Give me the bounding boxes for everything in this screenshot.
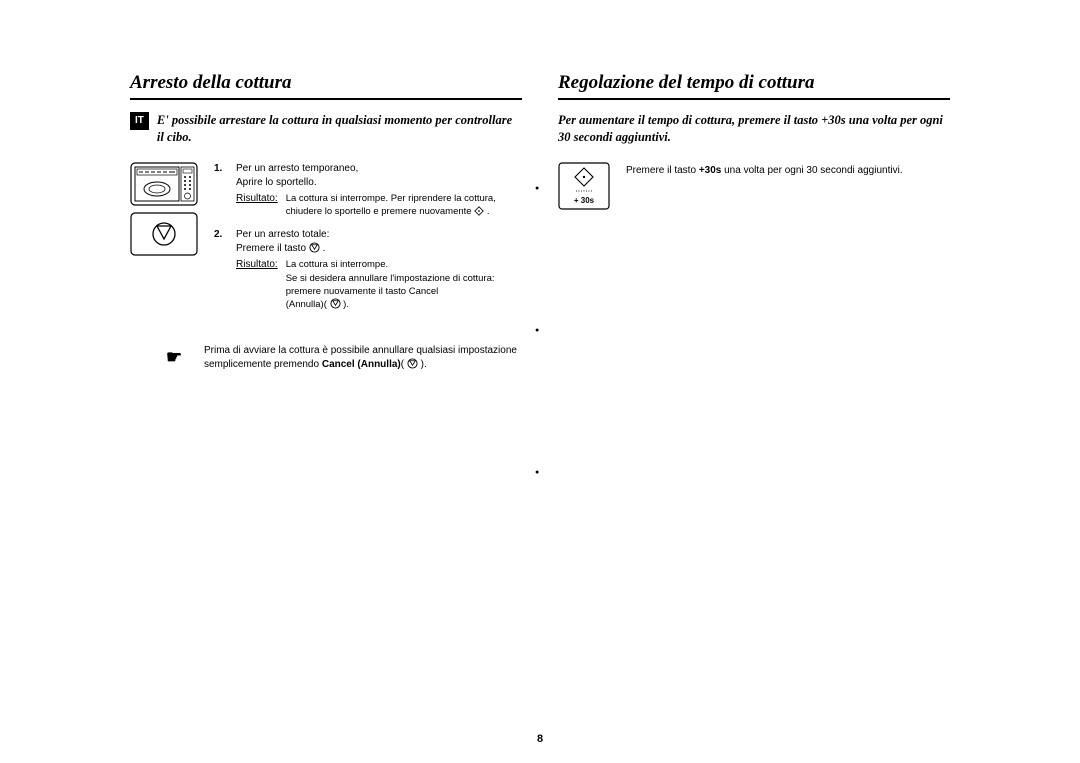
result-label: Risultato:: [236, 192, 278, 219]
divider-dot: ●: [535, 327, 539, 334]
step-2: 2. Per un arresto totale: Premere il tas…: [214, 228, 522, 311]
left-intro-row: IT E' possibile arrestare la cottura in …: [130, 112, 522, 146]
left-intro: E' possibile arrestare la cottura in qua…: [157, 112, 522, 146]
stop-circle-icon: [309, 243, 320, 254]
left-note: ☛ Prima di avviare la cottura è possibil…: [130, 344, 522, 373]
left-content: 1. Per un arresto temporaneo, Aprire lo …: [130, 162, 522, 322]
plus30s-button-icon: • • • • • • • + 30s: [558, 162, 610, 215]
step1-line1: Per un arresto temporaneo,: [236, 162, 522, 176]
two-column-layout: Arresto della cottura IT E' possibile ar…: [130, 72, 950, 373]
step-1: 1. Per un arresto temporaneo, Aprire lo …: [214, 162, 522, 219]
page-number: 8: [0, 733, 1080, 745]
right-content: • • • • • • • + 30s Premere il tasto +30…: [558, 162, 950, 215]
note-text: Prima di avviare la cottura è possibile …: [204, 344, 522, 373]
step2-result: Risultato: La cottura si interrompe. Se …: [236, 258, 522, 311]
left-figures: [130, 162, 198, 322]
stop-button-icon: [130, 212, 198, 256]
step1-line2: Aprire lo sportello.: [236, 176, 522, 190]
step-body: Per un arresto totale: Premere il tasto …: [236, 228, 522, 311]
step1-result-text: La cottura si interrompe. Per riprendere…: [286, 192, 522, 219]
left-column: Arresto della cottura IT E' possibile ar…: [130, 72, 522, 373]
step2-line2: Premere il tasto .: [236, 242, 522, 256]
stop-circle-icon: [407, 359, 418, 370]
step2-result-text: La cottura si interrompe. Se si desidera…: [286, 258, 522, 311]
microwave-icon: [130, 162, 198, 206]
stop-circle-icon: [330, 299, 341, 310]
language-badge: IT: [130, 112, 149, 130]
right-text: Premere il tasto +30s una volta per ogni…: [626, 162, 950, 215]
step-number: 2.: [214, 228, 226, 311]
step-number: 1.: [214, 162, 226, 219]
result-label: Risultato:: [236, 258, 278, 311]
column-divider-dots: ● ● ●: [535, 185, 539, 611]
step-body: Per un arresto temporaneo, Aprire lo spo…: [236, 162, 522, 219]
right-intro: Per aumentare il tempo di cottura, preme…: [558, 112, 950, 146]
svg-text:• • • • • • •: • • • • • • •: [576, 188, 593, 193]
divider-dot: ●: [535, 185, 539, 192]
right-heading: Regolazione del tempo di cottura: [558, 72, 950, 100]
step2-line1: Per un arresto totale:: [236, 228, 522, 242]
step1-result: Risultato: La cottura si interrompe. Per…: [236, 192, 522, 219]
step2-annulla: (Annulla)( ).: [286, 298, 522, 311]
left-heading: Arresto della cottura: [130, 72, 522, 100]
right-intro-row: Per aumentare il tempo di cottura, preme…: [558, 112, 950, 146]
pointing-hand-icon: ☛: [166, 344, 186, 373]
plus30s-label: + 30s: [574, 196, 595, 205]
start-diamond-icon: [474, 206, 484, 217]
right-column: Regolazione del tempo di cottura Per aum…: [558, 72, 950, 373]
manual-page: Arresto della cottura IT E' possibile ar…: [130, 72, 950, 373]
left-steps: 1. Per un arresto temporaneo, Aprire lo …: [214, 162, 522, 322]
divider-dot: ●: [535, 469, 539, 476]
